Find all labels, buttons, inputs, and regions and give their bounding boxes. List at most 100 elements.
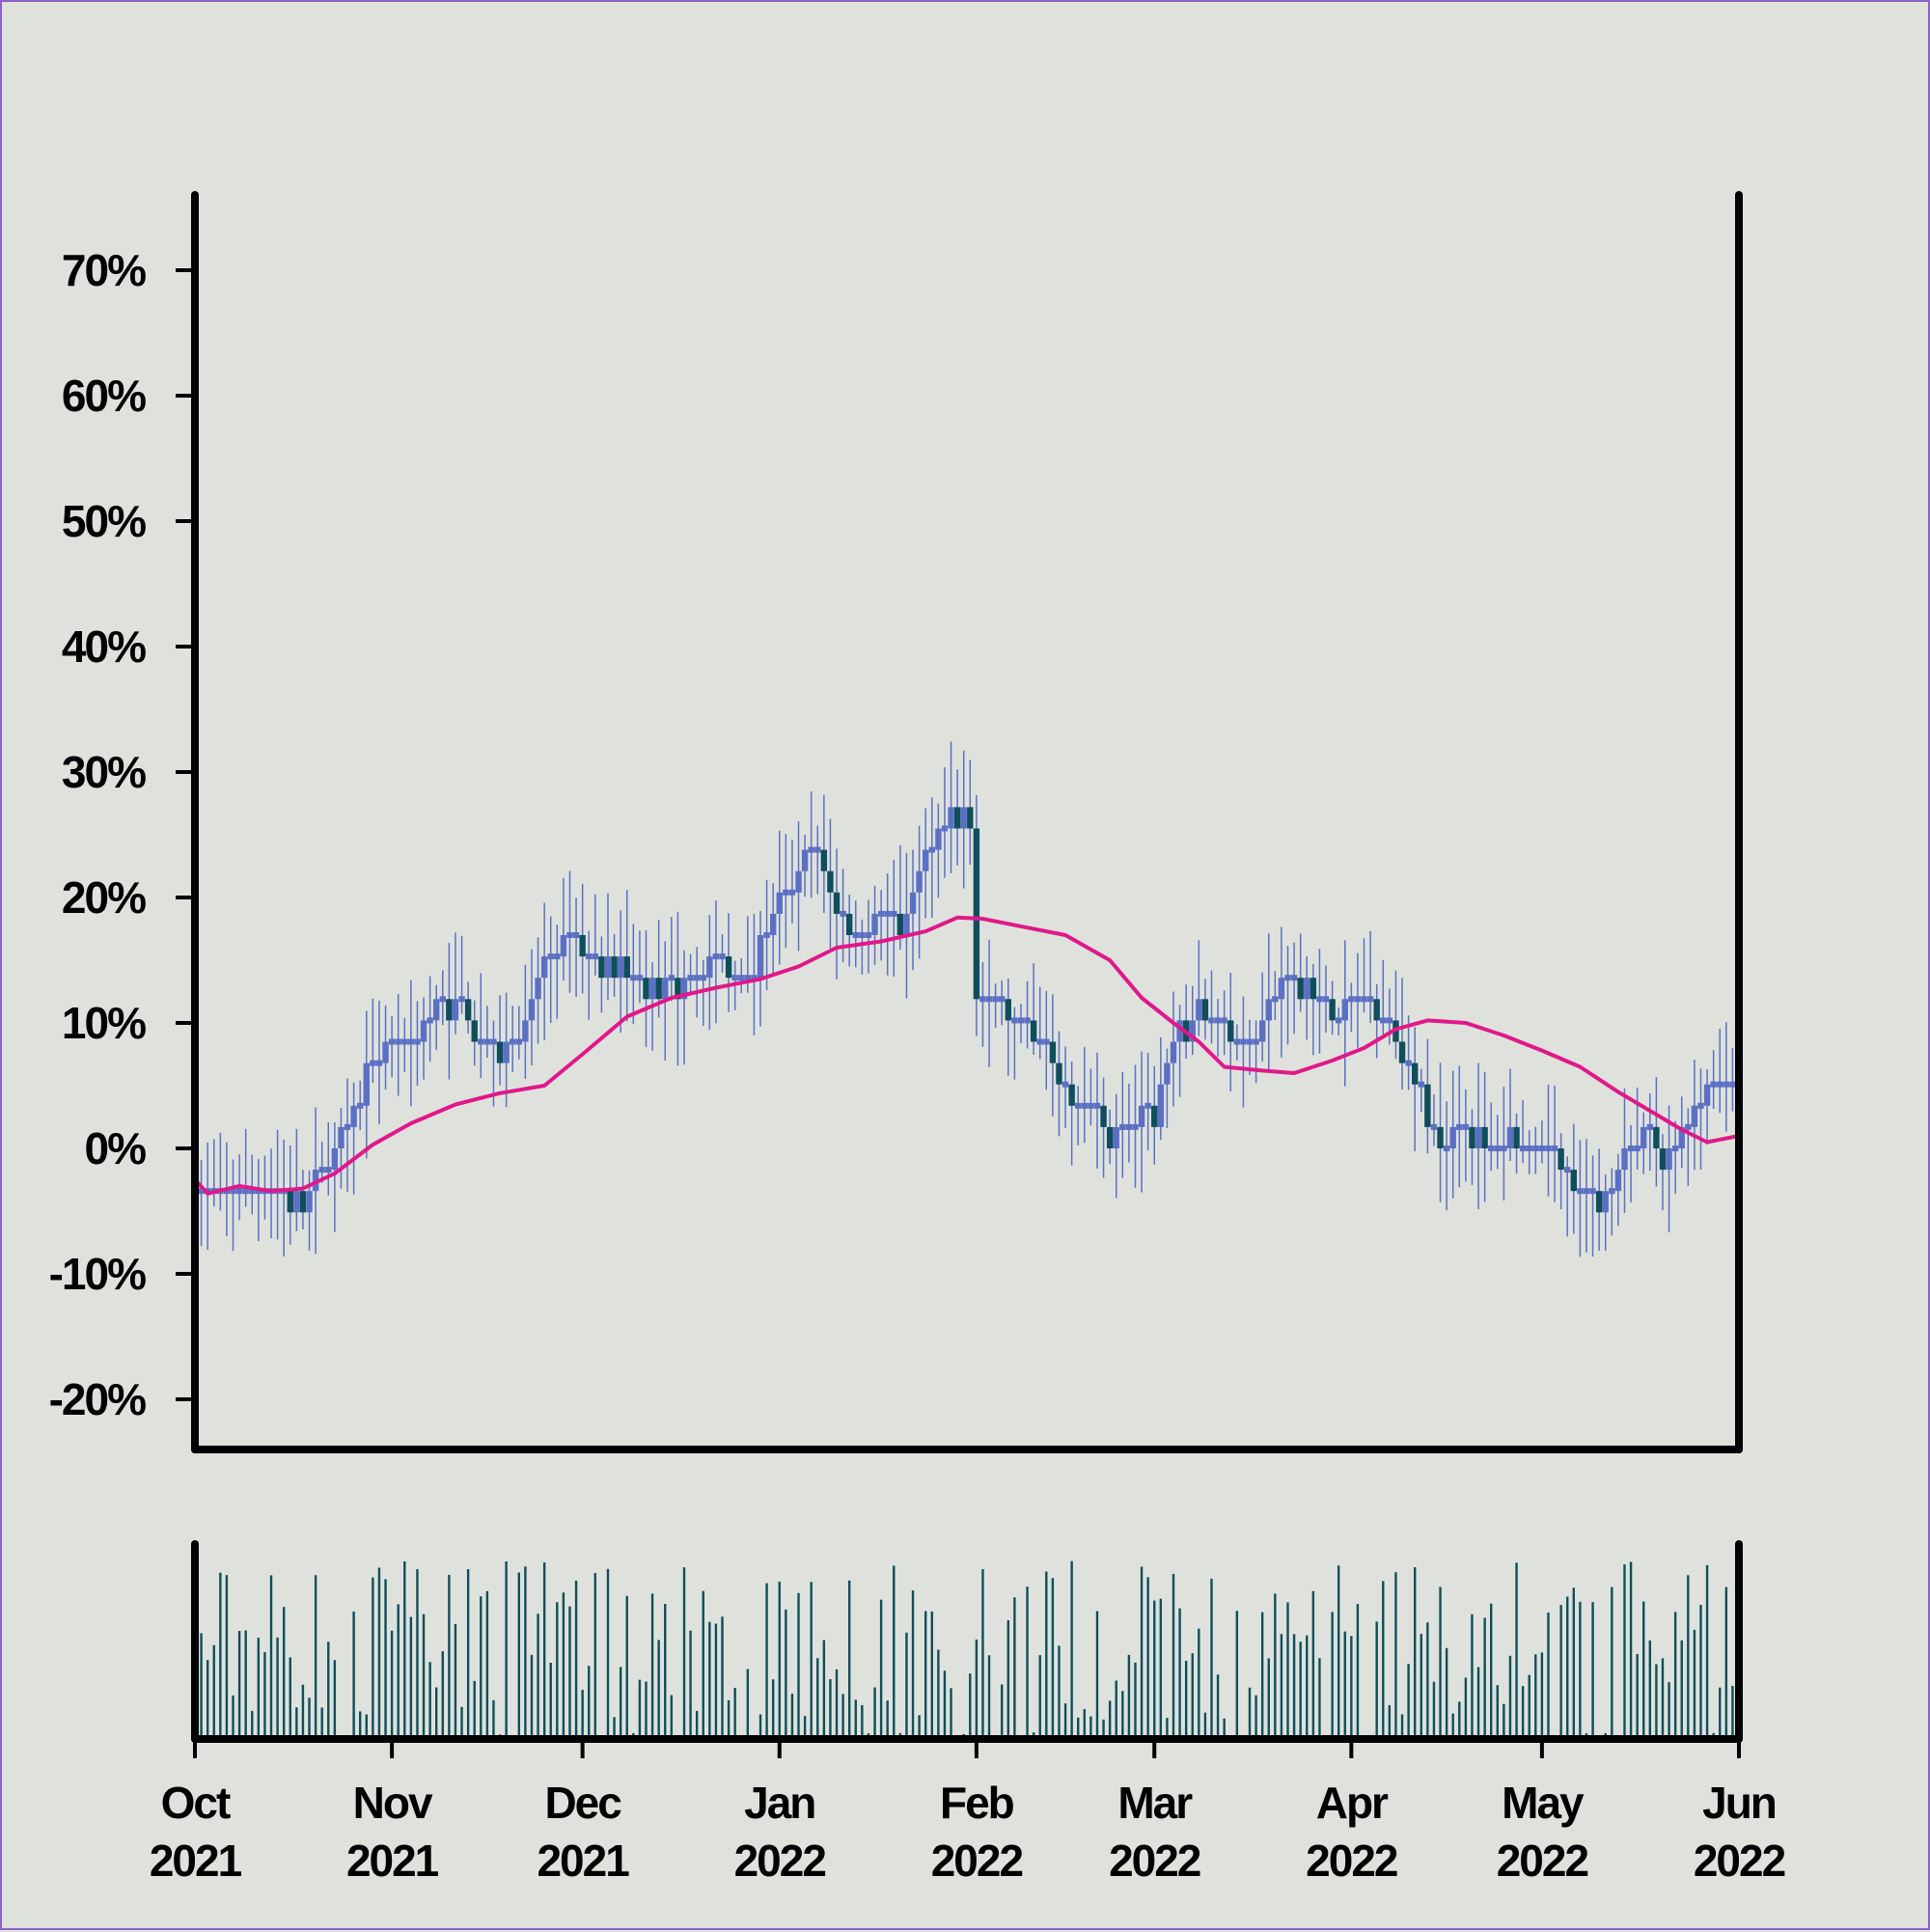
x-tick-month: Jun [1702, 1778, 1776, 1828]
candle-body [318, 1167, 325, 1173]
candles-layer [191, 741, 1736, 1257]
axes-layer [191, 191, 1743, 1743]
candle-body [953, 807, 961, 829]
y-tick-label: 20% [62, 872, 146, 923]
candle-body [1666, 1148, 1672, 1171]
candle-body [662, 978, 669, 1000]
candle-body [1157, 1084, 1165, 1127]
candle-body [935, 828, 942, 850]
candle-body [471, 1020, 478, 1042]
candle-body [446, 999, 453, 1021]
candle-body [1691, 1105, 1698, 1127]
candle-body [1221, 1017, 1227, 1024]
candle-body [566, 932, 573, 938]
candle-body [1366, 996, 1374, 1003]
candle-body [439, 996, 446, 1003]
candle-body [1462, 1123, 1470, 1130]
candle-body [916, 870, 923, 893]
candle-body [1278, 978, 1285, 1000]
candle-body [604, 956, 612, 979]
candle-body [833, 892, 841, 914]
candle-body [1564, 1167, 1571, 1173]
candle-body [579, 935, 586, 957]
candle-body [643, 978, 649, 1000]
candle-body [1024, 1017, 1031, 1024]
candle-body [1284, 975, 1291, 981]
candle-body [350, 1105, 357, 1127]
candle-body [884, 910, 891, 917]
candle-body [198, 1188, 205, 1195]
candle-body [1043, 1038, 1050, 1045]
candle-body [865, 932, 872, 938]
candle-body [1272, 996, 1279, 1003]
candle-body [1418, 1081, 1424, 1088]
candle-body [680, 978, 688, 1000]
x-tick-month: Apr [1316, 1778, 1389, 1828]
candle-body [1176, 1020, 1183, 1042]
candle-body [967, 807, 974, 829]
candle-body [598, 956, 605, 979]
candle-body [1640, 1126, 1647, 1148]
candle-body [510, 1038, 516, 1045]
candle-body [928, 846, 935, 853]
candle-body [636, 975, 644, 981]
x-tick-month: Mar [1117, 1778, 1193, 1828]
candle-body [1519, 1145, 1527, 1151]
candle-body [1310, 978, 1317, 1000]
candle-body [1164, 1063, 1171, 1085]
candle-body [401, 1038, 408, 1045]
candle-body [675, 978, 681, 1000]
candle-body [1506, 1126, 1514, 1148]
x-tick-year: 2022 [1306, 1835, 1397, 1886]
moving-average-line [193, 915, 1740, 1196]
candle-body [871, 913, 878, 935]
candle-body [706, 956, 713, 979]
candle-body [1577, 1188, 1584, 1195]
x-tick-year: 2022 [1497, 1835, 1588, 1886]
candle-body [235, 1188, 243, 1195]
candle-body [852, 932, 859, 938]
candle-body [1170, 1041, 1177, 1063]
candle-body [427, 1017, 433, 1024]
candle-body [1653, 1126, 1660, 1148]
candle-body [700, 975, 706, 981]
candle-body [230, 1188, 236, 1195]
candle-body [1456, 1123, 1463, 1130]
candle-body [1723, 1081, 1730, 1088]
candle-body [725, 956, 732, 979]
candle-body [1697, 1102, 1704, 1109]
candle-body [407, 1038, 415, 1045]
candle-body [1258, 1020, 1266, 1042]
candle-body [338, 1126, 345, 1148]
candle-body [1627, 1145, 1635, 1151]
candle-body [1386, 1017, 1393, 1024]
candle-body [375, 1060, 383, 1066]
candle-body [891, 910, 897, 917]
candle-body [992, 996, 999, 1003]
candle-body [1475, 1126, 1482, 1148]
candle-body [731, 975, 738, 981]
x-tick-month: Jan [744, 1778, 814, 1828]
candle-body [1494, 1145, 1501, 1151]
candle-body [255, 1188, 262, 1195]
candle-body [1062, 1081, 1069, 1088]
candle-body [859, 932, 866, 938]
candle-body [795, 870, 802, 893]
candle-body [1532, 1145, 1539, 1151]
candle-body [1196, 999, 1202, 1021]
volume-layer [193, 1560, 1734, 1739]
candle-body [1119, 1123, 1126, 1130]
x-tick-year: 2021 [346, 1835, 439, 1886]
candle-body [1208, 1017, 1215, 1024]
candle-body [751, 975, 758, 981]
candle-body [1361, 996, 1367, 1003]
x-tick-year: 2022 [734, 1835, 826, 1886]
candle-body [1329, 999, 1336, 1021]
candle-body [1100, 1105, 1107, 1127]
candle-body [503, 1041, 510, 1063]
candle-body [1189, 1020, 1196, 1042]
candle-body [1685, 1123, 1692, 1130]
candle-body [249, 1188, 256, 1195]
candle-body [356, 1102, 364, 1109]
